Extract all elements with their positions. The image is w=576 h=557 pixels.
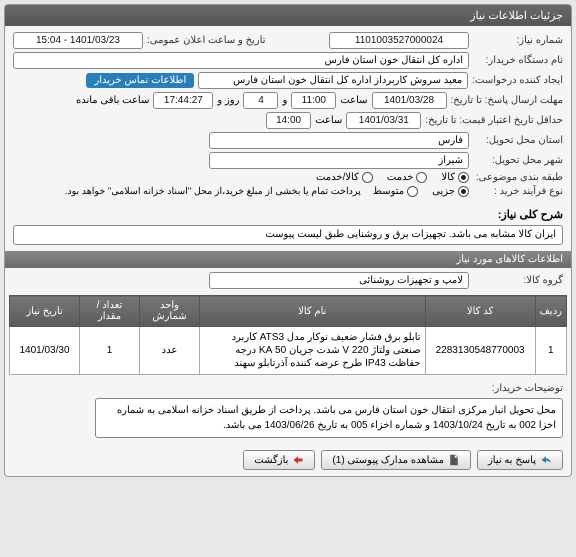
reply-icon — [540, 454, 552, 466]
validity-label: حداقل تاریخ اعتبار قیمت: تا تاریخ: — [425, 115, 563, 126]
cell-code: 2283130548770003 — [425, 327, 535, 375]
radio-mixed[interactable]: کالا/خدمت — [316, 172, 373, 183]
btn-label: مشاهده مدارک پیوستی (1) — [332, 455, 444, 466]
deadline-label: مهلت ارسال پاسخ: تا تاریخ: — [451, 95, 563, 106]
form-area: شماره نیاز: 1101003527000024 تاریخ و ساع… — [5, 26, 571, 204]
details-panel: جزئیات اطلاعات نیاز شماره نیاز: 11010035… — [4, 4, 572, 477]
category-radio-group: کالا خدمت کالا/خدمت — [316, 172, 469, 183]
category-label: طبقه بندی موضوعی: — [473, 172, 563, 183]
desc-section-label: شرح کلی نیاز: — [5, 204, 571, 223]
table-row[interactable]: 1 2283130548770003 تابلو برق فشار ضعیف ن… — [10, 327, 567, 375]
radio-label: خدمت — [387, 172, 414, 183]
panel-header: جزئیات اطلاعات نیاز — [5, 5, 571, 26]
radio-dot-icon — [362, 172, 373, 183]
and-label: و — [282, 95, 287, 106]
remaining-value: 17:44:27 — [153, 92, 213, 109]
radio-medium[interactable]: متوسط — [373, 186, 418, 197]
group-label: گروه کالا: — [473, 275, 563, 286]
validity-date: 1401/03/31 — [346, 112, 421, 129]
remaining-label: ساعت باقی مانده — [76, 95, 149, 106]
validity-time: 14:00 — [266, 112, 311, 129]
items-table: ردیف کد کالا نام کالا واحد شمارش تعداد /… — [9, 295, 567, 375]
cell-name: تابلو برق فشار ضعیف نوکار مدل ATS3 کاربر… — [200, 327, 426, 375]
cell-unit: عدد — [140, 327, 200, 375]
radio-dot-icon — [458, 172, 469, 183]
buyer-value: اداره کل انتقال خون استان فارس — [13, 52, 469, 69]
radio-label: متوسط — [373, 186, 404, 197]
deadline-date: 1401/03/28 — [372, 92, 447, 109]
radio-kala[interactable]: کالا — [441, 172, 469, 183]
reply-button[interactable]: پاسخ به نیاز — [477, 450, 563, 470]
desc-text: ایران کالا مشابه می باشد. تجهیزات برق و … — [13, 225, 563, 245]
cell-date: 1401/03/30 — [10, 327, 80, 375]
datetime-label: تاریخ و ساعت اعلان عمومی: — [147, 35, 266, 46]
panel-title: جزئیات اطلاعات نیاز — [470, 10, 563, 22]
btn-label: بازگشت — [254, 455, 288, 466]
process-label: نوع فرآیند خرید : — [473, 186, 563, 197]
view-docs-button[interactable]: مشاهده مدارک پیوستی (1) — [321, 450, 471, 470]
cell-idx: 1 — [535, 327, 566, 375]
city-label: شهر محل تحویل: — [473, 155, 563, 166]
process-note: پرداخت تمام یا بخشی از مبلغ خرید،از محل … — [65, 186, 361, 197]
back-icon — [292, 454, 304, 466]
button-row: پاسخ به نیاز مشاهده مدارک پیوستی (1) باز… — [5, 444, 571, 476]
col-unit: واحد شمارش — [140, 296, 200, 327]
province-value: فارس — [209, 132, 469, 149]
radio-khedmat[interactable]: خدمت — [387, 172, 428, 183]
radio-minor[interactable]: جزیی — [432, 186, 469, 197]
notes-label: توضیحات خریدار: — [473, 379, 563, 394]
time-label-1: ساعت — [340, 95, 367, 106]
col-name: نام کالا — [200, 296, 426, 327]
items-subheader: اطلاعات کالاهای مورد نیاز — [5, 251, 571, 268]
creator-value: معید سروش کاربرداز اداره کل انتقال خون ا… — [198, 72, 468, 89]
radio-dot-icon — [416, 172, 427, 183]
document-icon — [448, 454, 460, 466]
cell-qty: 1 — [80, 327, 140, 375]
days-value: 4 — [243, 92, 278, 109]
time-label-2: ساعت — [315, 115, 342, 126]
radio-dot-icon — [407, 186, 418, 197]
col-date: تاریخ نیاز — [10, 296, 80, 327]
notes-text: محل تحویل انبار مرکزی انتقال خون استان ف… — [95, 398, 563, 438]
day-label: روز و — [217, 95, 239, 106]
back-button[interactable]: بازگشت — [243, 450, 315, 470]
req-no-label: شماره نیاز: — [473, 35, 563, 46]
col-idx: ردیف — [535, 296, 566, 327]
btn-label: پاسخ به نیاز — [488, 455, 536, 466]
col-code: کد کالا — [425, 296, 535, 327]
datetime-value: 1401/03/23 - 15:04 — [13, 32, 143, 49]
city-value: شیراز — [209, 152, 469, 169]
req-no-value: 1101003527000024 — [329, 32, 469, 49]
radio-label: کالا — [441, 172, 455, 183]
col-qty: تعداد / مقدار — [80, 296, 140, 327]
creator-label: ایجاد کننده درخواست: — [472, 75, 563, 86]
contact-badge[interactable]: اطلاعات تماس خریدار — [86, 73, 194, 88]
process-radio-group: جزیی متوسط — [373, 186, 469, 197]
deadline-time: 11:00 — [291, 92, 336, 109]
group-value: لامپ و تجهیزات روشنائی — [209, 272, 469, 289]
radio-label: جزیی — [432, 186, 455, 197]
radio-label: کالا/خدمت — [316, 172, 359, 183]
buyer-label: نام دستگاه خریدار: — [473, 55, 563, 66]
province-label: استان محل تحویل: — [473, 135, 563, 146]
radio-dot-icon — [458, 186, 469, 197]
